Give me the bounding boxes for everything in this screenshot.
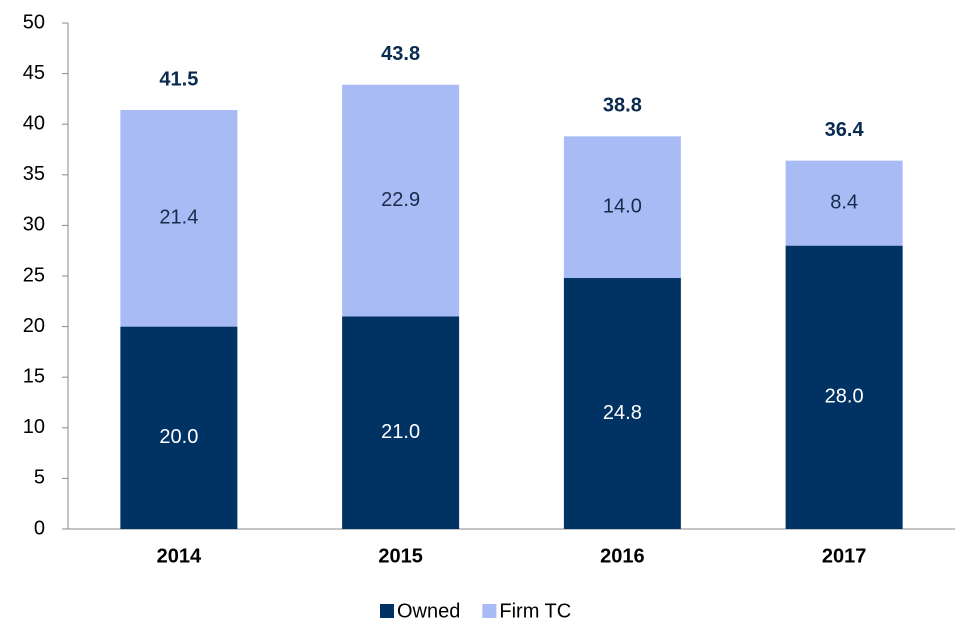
total-label: 41.5 (159, 68, 198, 90)
total-label: 38.8 (603, 95, 642, 117)
x-tick-label: 2017 (822, 545, 867, 567)
legend-swatch (482, 604, 497, 618)
y-tick-label: 40 (23, 112, 45, 134)
legend-label: Firm TC (499, 600, 571, 622)
value-label: 21.4 (159, 207, 198, 229)
bar-segment (120, 326, 238, 529)
bar-segment (120, 110, 238, 327)
bar-segment (563, 136, 681, 279)
x-tick-label: 2014 (157, 545, 202, 567)
y-tick-label: 50 (23, 11, 45, 33)
bar-segment (342, 316, 460, 529)
y-tick-label: 10 (23, 416, 45, 438)
y-tick-label: 15 (23, 365, 45, 387)
value-label: 28.0 (825, 386, 864, 408)
value-label: 21.0 (381, 421, 420, 443)
value-label: 22.9 (381, 189, 420, 211)
y-tick-label: 0 (34, 517, 45, 539)
bar-segment (785, 160, 903, 246)
value-label: 14.0 (603, 195, 642, 217)
value-label: 20.0 (159, 426, 198, 448)
y-tick-label: 25 (23, 264, 45, 286)
y-tick-label: 30 (23, 214, 45, 236)
value-label: 24.8 (603, 402, 642, 424)
x-tick-label: 2016 (600, 545, 645, 567)
x-tick-label: 2015 (378, 545, 423, 567)
value-label: 8.4 (830, 191, 858, 213)
legend-label: Owned (397, 600, 460, 622)
total-label: 43.8 (381, 43, 420, 65)
bar-segment (563, 278, 681, 529)
bar-segment (342, 84, 460, 317)
y-tick-label: 45 (23, 62, 45, 84)
y-tick-label: 20 (23, 315, 45, 337)
legend-swatch (380, 604, 394, 618)
bar-segment (785, 245, 903, 529)
y-tick-label: 35 (23, 163, 45, 185)
y-tick-label: 5 (34, 467, 45, 489)
total-label: 36.4 (825, 119, 865, 141)
